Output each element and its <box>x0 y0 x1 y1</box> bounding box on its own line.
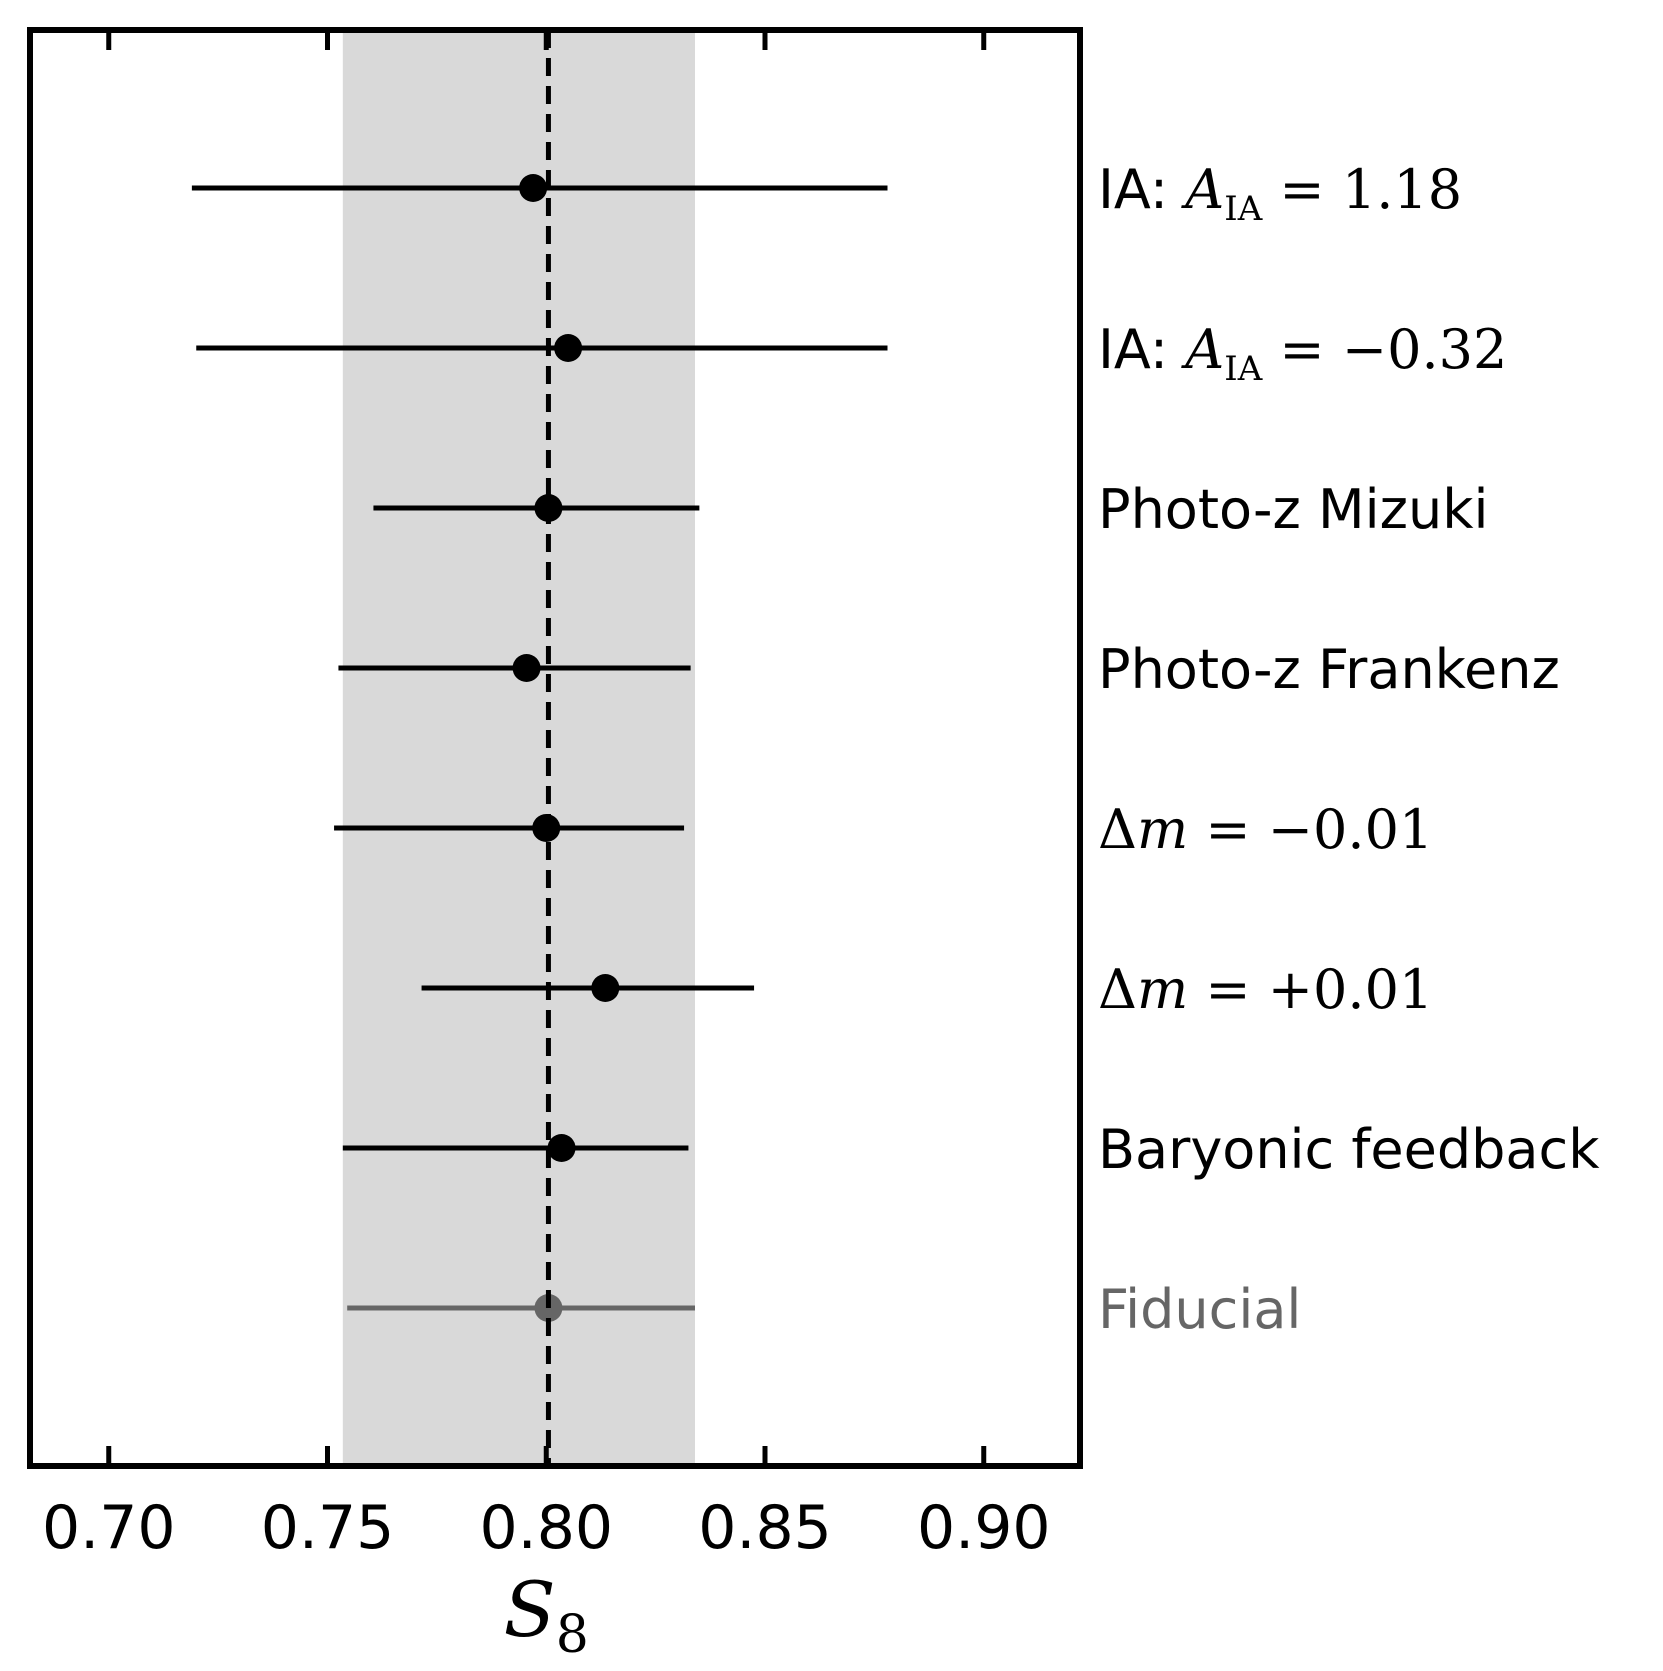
row-label: Δm = −0.01 <box>1098 798 1433 861</box>
x-axis-label: S8 <box>504 1565 589 1665</box>
row-label-part: = 1.18 <box>1262 158 1462 221</box>
row-label-part: A <box>1180 318 1224 381</box>
data-point <box>554 334 583 362</box>
row-label-part: = +0.01 <box>1188 958 1433 1021</box>
x-tick-label: 0.85 <box>698 1493 832 1563</box>
x-tick-label: 0.90 <box>917 1493 1051 1563</box>
row-label: Baryonic feedback <box>1098 1118 1600 1181</box>
x-tick-label: 0.75 <box>261 1493 395 1563</box>
x-ticks-layer: 0.70 0.75 0.80 0.85 0.90 <box>42 30 1051 1563</box>
row-label-part: = −0.01 <box>1188 798 1433 861</box>
row-label-part: m <box>1137 798 1188 861</box>
row-label: Photo-z Mizuki <box>1098 478 1488 541</box>
row-label-part: Δ <box>1098 798 1137 861</box>
row-label: Δm = +0.01 <box>1098 958 1433 1021</box>
plot-frame <box>27 27 1083 1469</box>
data-point <box>547 1134 576 1162</box>
row-label: Photo-z Frankenz <box>1098 638 1560 701</box>
row-label-part: Fiducial <box>1098 1278 1301 1341</box>
x-axis-label-main: S <box>504 1565 556 1654</box>
row-label-part: = −0.32 <box>1262 318 1507 381</box>
row-label: IA: AIA = 1.18 <box>1098 158 1462 229</box>
row-label-part: IA <box>1224 349 1262 389</box>
row-label-part: Photo-z Frankenz <box>1098 638 1560 701</box>
data-points-layer <box>191 174 888 1322</box>
reference-band <box>342 30 695 1466</box>
row-label-part: Δ <box>1098 958 1137 1021</box>
data-point <box>519 174 548 202</box>
row-label-part: IA: <box>1098 318 1185 381</box>
row-label-part: Baryonic feedback <box>1098 1118 1600 1181</box>
x-axis-label-sub: 8 <box>556 1605 589 1665</box>
data-point <box>512 654 541 682</box>
row-label: Fiducial <box>1098 1278 1301 1341</box>
row-label-part: IA: <box>1098 158 1185 221</box>
row-label-part: m <box>1137 958 1188 1021</box>
row-label-part: Photo-z Mizuki <box>1098 478 1488 541</box>
row-label: IA: AIA = −0.32 <box>1098 318 1507 389</box>
data-point <box>591 974 620 1002</box>
row-label-part: A <box>1180 158 1224 221</box>
x-tick-label: 0.80 <box>479 1493 613 1563</box>
row-label-part: IA <box>1224 189 1262 229</box>
x-tick-label: 0.70 <box>42 1493 176 1563</box>
